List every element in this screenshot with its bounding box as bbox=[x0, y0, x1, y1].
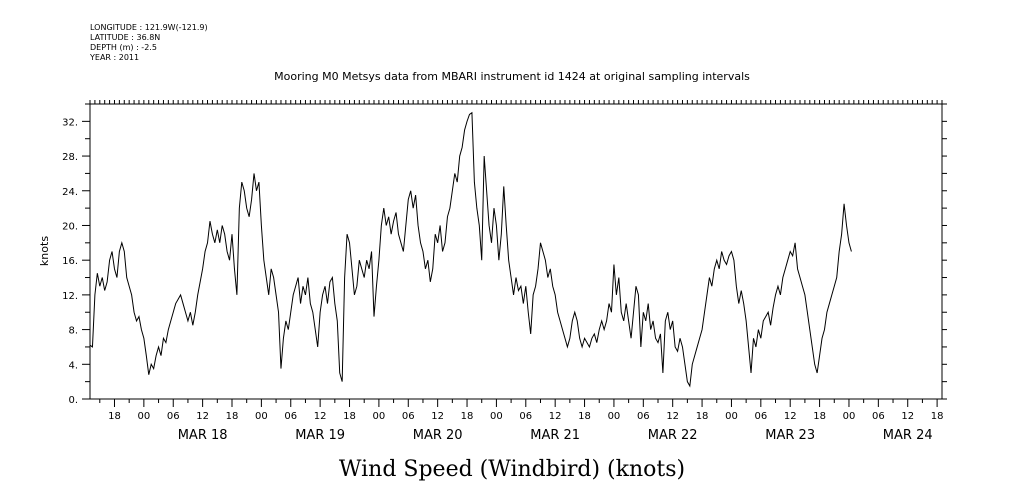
x-hour-label: 18 bbox=[461, 411, 474, 422]
x-hour-label: 18 bbox=[813, 411, 826, 422]
x-hour-label: 00 bbox=[373, 411, 386, 422]
y-tick-label: 20. bbox=[62, 221, 78, 232]
x-hour-label: 12 bbox=[666, 411, 679, 422]
y-tick-label: 16. bbox=[62, 256, 78, 267]
y-tick-label: 28. bbox=[62, 152, 78, 163]
x-hour-label: 18 bbox=[578, 411, 591, 422]
x-hour-label: 18 bbox=[108, 411, 121, 422]
x-hour-label: 00 bbox=[490, 411, 503, 422]
x-hour-label: 06 bbox=[754, 411, 767, 422]
series-group bbox=[89, 111, 852, 388]
longitude-label: LONGITUDE : 121.9W(-121.9) bbox=[90, 23, 208, 32]
x-day-label: MAR 20 bbox=[413, 428, 463, 443]
y-tick-label: 32. bbox=[62, 117, 78, 128]
x-day-label: MAR 23 bbox=[765, 428, 815, 443]
chart-title: Mooring M0 Metsys data from MBARI instru… bbox=[274, 70, 750, 83]
x-hour-label: 06 bbox=[519, 411, 532, 422]
x-hour-label: 00 bbox=[137, 411, 150, 422]
x-day-label: MAR 19 bbox=[295, 428, 345, 443]
x-axis-ticks: 18 00 06 12 18 00 06 12 18 00 06 12 18 00 06 12 18 00 06 12… bbox=[89, 100, 944, 443]
year-label: YEAR : 2011 bbox=[89, 53, 139, 62]
x-hour-label: 18 bbox=[931, 411, 944, 422]
y-tick-label: 0. bbox=[68, 395, 78, 406]
x-hour-label: 12 bbox=[549, 411, 562, 422]
x-hour-label: 06 bbox=[284, 411, 297, 422]
y-tick-label: 8. bbox=[68, 326, 78, 337]
x-day-label: MAR 22 bbox=[648, 428, 698, 443]
x-hour-label: 12 bbox=[784, 411, 797, 422]
x-day-label: MAR 18 bbox=[178, 428, 228, 443]
x-day-label: MAR 21 bbox=[530, 428, 580, 443]
metadata-block: LONGITUDE : 121.9W(-121.9) LATITUDE : 36… bbox=[89, 23, 208, 62]
x-day-label: MAR 24 bbox=[883, 428, 933, 443]
x-hour-label: 06 bbox=[872, 411, 885, 422]
y-tick-label: 12. bbox=[62, 291, 78, 302]
y-tick-label: 4. bbox=[68, 360, 78, 371]
y-axis-label: knots bbox=[38, 236, 51, 266]
x-hour-label: 12 bbox=[901, 411, 914, 422]
plot-frame bbox=[89, 103, 943, 400]
x-hour-label: 12 bbox=[196, 411, 209, 422]
x-hour-label: 18 bbox=[226, 411, 239, 422]
y-tick-label: 24. bbox=[62, 187, 78, 198]
x-hour-label: 00 bbox=[608, 411, 621, 422]
x-hour-label: 06 bbox=[402, 411, 415, 422]
x-hour-label: 18 bbox=[696, 411, 709, 422]
y-axis-ticks: 0. 4. 8. 12. 16. 20. 24. 28. 32. bbox=[62, 103, 947, 406]
x-hour-label: 12 bbox=[314, 411, 327, 422]
x-axis-label: Wind Speed (Windbird) (knots) bbox=[339, 457, 685, 482]
x-hour-label: 12 bbox=[431, 411, 444, 422]
x-hour-label: 00 bbox=[843, 411, 856, 422]
x-hour-label: 06 bbox=[637, 411, 650, 422]
wind-speed-series-line bbox=[89, 111, 852, 388]
x-hour-label: 18 bbox=[343, 411, 356, 422]
x-hour-label: 00 bbox=[725, 411, 738, 422]
x-hour-label: 06 bbox=[167, 411, 180, 422]
x-hour-label: 00 bbox=[255, 411, 268, 422]
depth-label: DEPTH (m) : -2.5 bbox=[90, 43, 157, 52]
latitude-label: LATITUDE : 36.8N bbox=[90, 33, 160, 42]
